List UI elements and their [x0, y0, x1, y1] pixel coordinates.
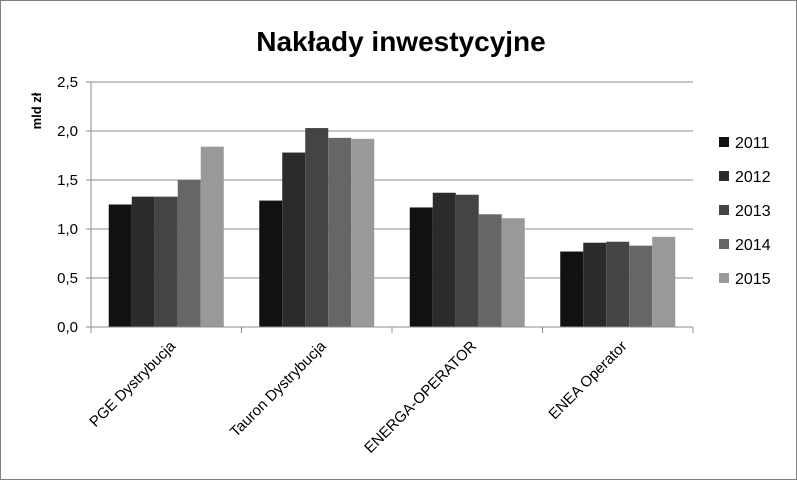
legend-label-2011: 2011 [735, 135, 770, 152]
legend: 2011 2012 2013 2014 2015 [719, 135, 771, 288]
bar-2014-1 [328, 137, 352, 327]
bar-2014-0 [177, 180, 201, 327]
bar-2011-2 [409, 207, 433, 327]
x-category-label: PGE Dystrybucja [86, 337, 179, 430]
y-tick-label: 1,5 [57, 172, 78, 189]
y-tick-label: 2,0 [57, 123, 78, 140]
legend-swatch-2013 [719, 205, 729, 215]
bar-2015-3 [652, 236, 676, 327]
legend-label-2012: 2012 [735, 169, 771, 186]
bar-2015-2 [501, 218, 525, 327]
legend-swatch-2012 [719, 171, 729, 181]
x-category-label: ENERGA-OPERATOR [361, 338, 480, 457]
bar-2011-0 [108, 204, 132, 327]
bar-2015-1 [351, 138, 375, 327]
bar-2012-0 [131, 196, 155, 327]
bar-2014-2 [478, 214, 502, 327]
bar-2013-1 [305, 128, 329, 327]
bar-2011-1 [259, 200, 283, 327]
legend-swatch-2014 [719, 239, 729, 249]
y-tick-label: 0,0 [57, 319, 78, 336]
bar-2015-0 [200, 146, 224, 327]
legend-swatch-2011 [719, 137, 729, 147]
y-tick-label: 0,5 [57, 270, 78, 287]
legend-label-2014: 2014 [735, 237, 771, 254]
x-category-label: Tauron Dystrybucja [227, 337, 330, 440]
legend-label-2015: 2015 [735, 271, 771, 288]
bar-2013-2 [455, 194, 479, 327]
x-category-label: ENEA Operator [545, 338, 630, 423]
legend-swatch-2015 [719, 273, 729, 283]
legend-label-2013: 2013 [735, 203, 771, 220]
bar-2013-0 [154, 196, 178, 327]
y-axis-label: mld zł [29, 92, 44, 129]
bar-2012-3 [583, 242, 607, 327]
bar-2013-3 [606, 241, 630, 327]
bars [108, 128, 676, 327]
y-tick-label: 1,0 [57, 221, 78, 238]
bar-2012-1 [282, 152, 306, 327]
bar-2014-3 [629, 245, 653, 327]
bar-2012-2 [432, 192, 456, 327]
chart-title: Nakłady inwestycyjne [256, 26, 545, 57]
bar-2011-3 [560, 251, 584, 327]
y-tick-label: 2,5 [57, 74, 78, 91]
